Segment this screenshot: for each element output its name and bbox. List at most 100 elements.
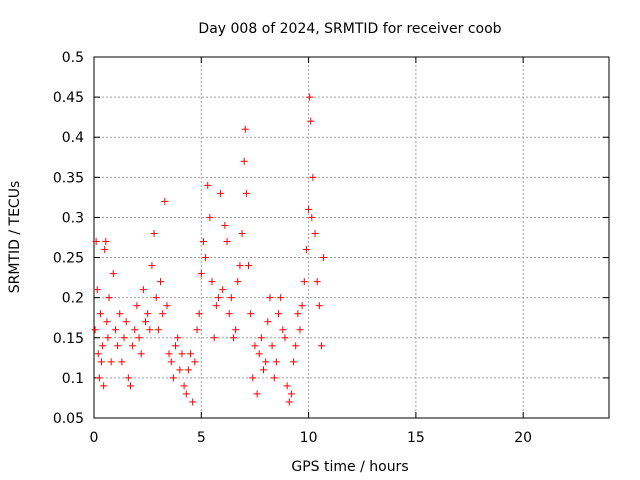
data-point bbox=[165, 350, 173, 358]
data-point bbox=[172, 342, 180, 350]
data-point bbox=[197, 270, 205, 278]
data-point bbox=[178, 350, 186, 358]
data-point bbox=[102, 238, 110, 246]
data-point bbox=[174, 334, 182, 342]
data-point bbox=[161, 197, 169, 205]
data-point bbox=[111, 326, 119, 334]
data-point bbox=[191, 358, 199, 366]
data-point bbox=[255, 350, 263, 358]
data-point bbox=[241, 125, 249, 133]
data-point bbox=[199, 238, 207, 246]
data-point bbox=[107, 358, 115, 366]
data-point bbox=[154, 326, 162, 334]
data-point bbox=[272, 358, 280, 366]
data-point bbox=[206, 213, 214, 221]
data-point bbox=[118, 358, 126, 366]
y-tick-label: 0.1 bbox=[62, 371, 84, 387]
data-point bbox=[131, 326, 139, 334]
y-ticks: 0.05 0.1 0.15 0.2 0.25 0.3 0.35 0.4 0.45 0.5 bbox=[53, 50, 609, 427]
data-point bbox=[137, 350, 145, 358]
data-point bbox=[227, 294, 235, 302]
data-point bbox=[281, 334, 289, 342]
data-point bbox=[320, 254, 328, 262]
data-point bbox=[300, 278, 308, 286]
data-point bbox=[96, 310, 104, 318]
data-point bbox=[103, 318, 111, 326]
data-point bbox=[148, 262, 156, 270]
data-point bbox=[249, 374, 257, 382]
data-point bbox=[238, 229, 246, 237]
x-tick-label: 5 bbox=[197, 430, 206, 446]
data-point bbox=[260, 366, 268, 374]
data-point bbox=[290, 358, 298, 366]
data-point bbox=[91, 326, 99, 334]
data-point bbox=[93, 286, 101, 294]
data-point bbox=[292, 342, 300, 350]
data-point bbox=[285, 398, 293, 406]
data-point bbox=[202, 254, 210, 262]
data-point bbox=[307, 117, 315, 125]
y-tick-label: 0.05 bbox=[53, 411, 84, 427]
data-point bbox=[187, 350, 195, 358]
data-point bbox=[283, 382, 291, 390]
data-point bbox=[157, 278, 165, 286]
data-point bbox=[100, 382, 108, 390]
data-point bbox=[311, 229, 319, 237]
data-point bbox=[176, 366, 184, 374]
data-point bbox=[167, 358, 175, 366]
y-tick-label: 0.35 bbox=[53, 170, 84, 186]
data-point bbox=[251, 342, 259, 350]
data-point bbox=[124, 374, 132, 382]
data-point bbox=[247, 310, 255, 318]
y-tick-label: 0.25 bbox=[53, 251, 84, 267]
data-point bbox=[266, 294, 274, 302]
data-point bbox=[294, 310, 302, 318]
chart-title: Day 008 of 2024, SRMTID for receiver coo… bbox=[198, 21, 501, 37]
data-point bbox=[219, 286, 227, 294]
data-point bbox=[308, 213, 316, 221]
data-point bbox=[236, 262, 244, 270]
data-point bbox=[189, 398, 197, 406]
data-point bbox=[317, 342, 325, 350]
data-point bbox=[204, 181, 212, 189]
data-point bbox=[287, 390, 295, 398]
data-point bbox=[306, 93, 314, 101]
data-point bbox=[101, 246, 109, 254]
data-point bbox=[210, 334, 218, 342]
data-point bbox=[262, 358, 270, 366]
data-point bbox=[109, 270, 117, 278]
data-point bbox=[142, 318, 149, 326]
data-point bbox=[193, 326, 201, 334]
data-point bbox=[135, 334, 143, 342]
data-point bbox=[264, 318, 272, 326]
data-point bbox=[309, 173, 317, 181]
y-tick-label: 0.15 bbox=[53, 331, 84, 347]
y-axis-label: SRMTID / TECUs bbox=[7, 181, 23, 294]
data-point bbox=[104, 334, 112, 342]
data-point bbox=[195, 310, 203, 318]
data-point bbox=[296, 326, 304, 334]
data-point bbox=[221, 221, 229, 229]
data-point bbox=[305, 205, 313, 213]
data-point bbox=[152, 294, 160, 302]
data-point bbox=[245, 262, 252, 270]
data-point bbox=[302, 246, 310, 254]
data-point bbox=[270, 374, 278, 382]
data-point bbox=[180, 382, 188, 390]
y-tick-label: 0.3 bbox=[62, 210, 84, 226]
data-point bbox=[95, 374, 103, 382]
data-point bbox=[214, 294, 222, 302]
data-point bbox=[242, 189, 250, 197]
data-point bbox=[116, 310, 124, 318]
data-point bbox=[223, 238, 231, 246]
x-tick-label: 0 bbox=[90, 430, 99, 446]
data-point bbox=[105, 294, 113, 302]
data-point bbox=[182, 390, 190, 398]
data-point bbox=[139, 286, 147, 294]
y-tick-label: 0.2 bbox=[62, 291, 84, 307]
data-point bbox=[94, 350, 102, 358]
data-point bbox=[313, 278, 321, 286]
data-point bbox=[232, 326, 240, 334]
y-tick-label: 0.5 bbox=[62, 50, 84, 66]
